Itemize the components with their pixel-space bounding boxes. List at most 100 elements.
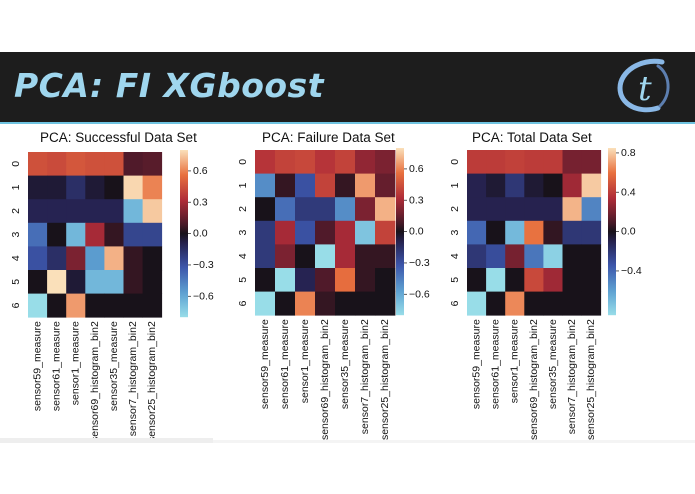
heatmap-cell xyxy=(275,244,296,269)
column-tick-label: sensor69_histogram_bin2 xyxy=(89,321,101,442)
heatmap-cell xyxy=(486,220,506,245)
heatmap-cell xyxy=(47,175,67,200)
heatmap-cell xyxy=(66,222,86,247)
row-tick-label: 1 xyxy=(449,182,461,188)
heatmap-cell xyxy=(467,268,487,292)
heatmap-cell xyxy=(47,270,67,294)
row-tick-label: 1 xyxy=(10,184,22,190)
column-tick-label: sensor69_histogram_bin2 xyxy=(319,319,331,440)
heatmap-cell xyxy=(104,246,124,271)
heatmap-cell xyxy=(47,293,67,318)
column-tick-label: sensor61_measure xyxy=(51,321,63,411)
heatmap-cell xyxy=(581,291,602,316)
heatmap-cell xyxy=(467,291,487,316)
heatmap-cell xyxy=(85,246,105,271)
heatmap-cell xyxy=(524,244,544,269)
heatmap-cell xyxy=(66,152,86,176)
heatmap-cell xyxy=(142,152,163,176)
heatmap-cell xyxy=(543,291,563,316)
colorbar xyxy=(608,148,616,316)
heatmap-cell xyxy=(66,246,86,271)
heatmap-cell xyxy=(85,293,105,318)
heatmap-cell xyxy=(562,220,582,245)
heatmap-cell xyxy=(275,268,296,292)
heatmap-cell xyxy=(142,270,163,294)
heatmap-cell xyxy=(543,244,563,269)
heatmap-cell xyxy=(255,173,276,198)
heatmap-cell xyxy=(142,199,163,224)
heatmap-cell xyxy=(486,268,506,292)
heatmap-cell xyxy=(66,270,86,294)
heatmap-cell xyxy=(375,173,396,198)
heatmap-cell xyxy=(123,270,143,294)
heatmap-cell xyxy=(562,268,582,292)
heatmap-cell xyxy=(123,152,143,176)
row-tick-label: 1 xyxy=(237,182,249,188)
column-tick-label: sensor1_measure xyxy=(299,319,311,403)
row-tick-label: 0 xyxy=(237,159,249,165)
heatmap-cell xyxy=(335,197,356,222)
heatmap-cell xyxy=(123,293,143,318)
heatmap-cell xyxy=(562,150,582,174)
heatmap-cell xyxy=(28,222,48,247)
heatmap-cell xyxy=(295,244,316,269)
heatmap-cell xyxy=(104,270,124,294)
heatmap-cell xyxy=(315,220,336,245)
row-tick-label: 4 xyxy=(237,253,249,259)
heatmap-cell xyxy=(275,197,296,222)
heatmap-cell xyxy=(355,291,376,316)
heatmap-cell xyxy=(335,244,356,269)
heatmap-cell xyxy=(255,150,276,174)
heatmap-cell xyxy=(104,293,124,318)
title-banner xyxy=(0,52,695,122)
row-tick-label: 5 xyxy=(10,279,22,285)
column-tick-label: sensor35_measure xyxy=(339,319,351,409)
heatmap-cell xyxy=(315,268,336,292)
column-tick-label: sensor1_measure xyxy=(70,321,82,405)
heatmap-cell xyxy=(505,220,525,245)
heatmap-title: PCA: Successful Data Set xyxy=(40,130,197,145)
column-tick-label: sensor1_measure xyxy=(509,319,521,403)
slide-title: PCA: FI XGboost xyxy=(14,66,324,105)
heatmap-cell xyxy=(375,268,396,292)
heatmap-cell xyxy=(315,291,336,316)
row-tick-label: 6 xyxy=(449,300,461,306)
heatmap-cell xyxy=(295,173,316,198)
heatmap-cell xyxy=(524,220,544,245)
row-tick-label: 6 xyxy=(237,300,249,306)
row-tick-label: 5 xyxy=(449,277,461,283)
colorbar-tick-label: −0.3 xyxy=(409,257,430,269)
colorbar-tick-label: 0.0 xyxy=(193,228,208,240)
colorbar xyxy=(396,148,404,316)
t-swoosh-logo-icon: t xyxy=(617,58,670,113)
heatmap-cell xyxy=(505,268,525,292)
row-tick-label: 0 xyxy=(10,161,22,167)
heatmap-cell xyxy=(47,246,67,271)
heatmap-cell xyxy=(85,222,105,247)
heatmap-cell xyxy=(104,222,124,247)
heatmap-cell xyxy=(375,291,396,316)
heatmap-panels: PCA: Successful Data Set 0 1 2 3 4 5 6 sensor59_… xyxy=(10,130,642,442)
heatmap-cell xyxy=(543,150,563,174)
colorbar-tick-label: 0.8 xyxy=(621,147,636,159)
heatmap-cell xyxy=(28,199,48,224)
colorbar-tick-label: 0.3 xyxy=(409,194,424,206)
heatmap-cell xyxy=(562,244,582,269)
heatmap-cell xyxy=(66,175,86,200)
heatmap-cell xyxy=(315,150,336,174)
heatmap-cell xyxy=(486,150,506,174)
heatmap-cell xyxy=(335,173,356,198)
heatmap-cell xyxy=(335,291,356,316)
heatmap-cell xyxy=(581,173,602,198)
row-tick-label: 3 xyxy=(237,230,249,236)
colorbar-tick-label: −0.4 xyxy=(621,265,642,277)
colorbar-tick-label: 0.6 xyxy=(409,163,424,175)
row-tick-label: 5 xyxy=(237,277,249,283)
footer-shadow-right xyxy=(213,440,695,443)
column-tick-label: sensor7_histogram_bin2 xyxy=(359,319,371,434)
row-tick-label: 2 xyxy=(10,208,22,214)
heatmap-cell xyxy=(315,197,336,222)
heatmap-panel-3: PCA: Total Data Set 0 1 2 3 4 5 6 sensor59_measu… xyxy=(449,130,642,440)
heatmap-cell xyxy=(543,220,563,245)
heatmap-cell xyxy=(255,244,276,269)
